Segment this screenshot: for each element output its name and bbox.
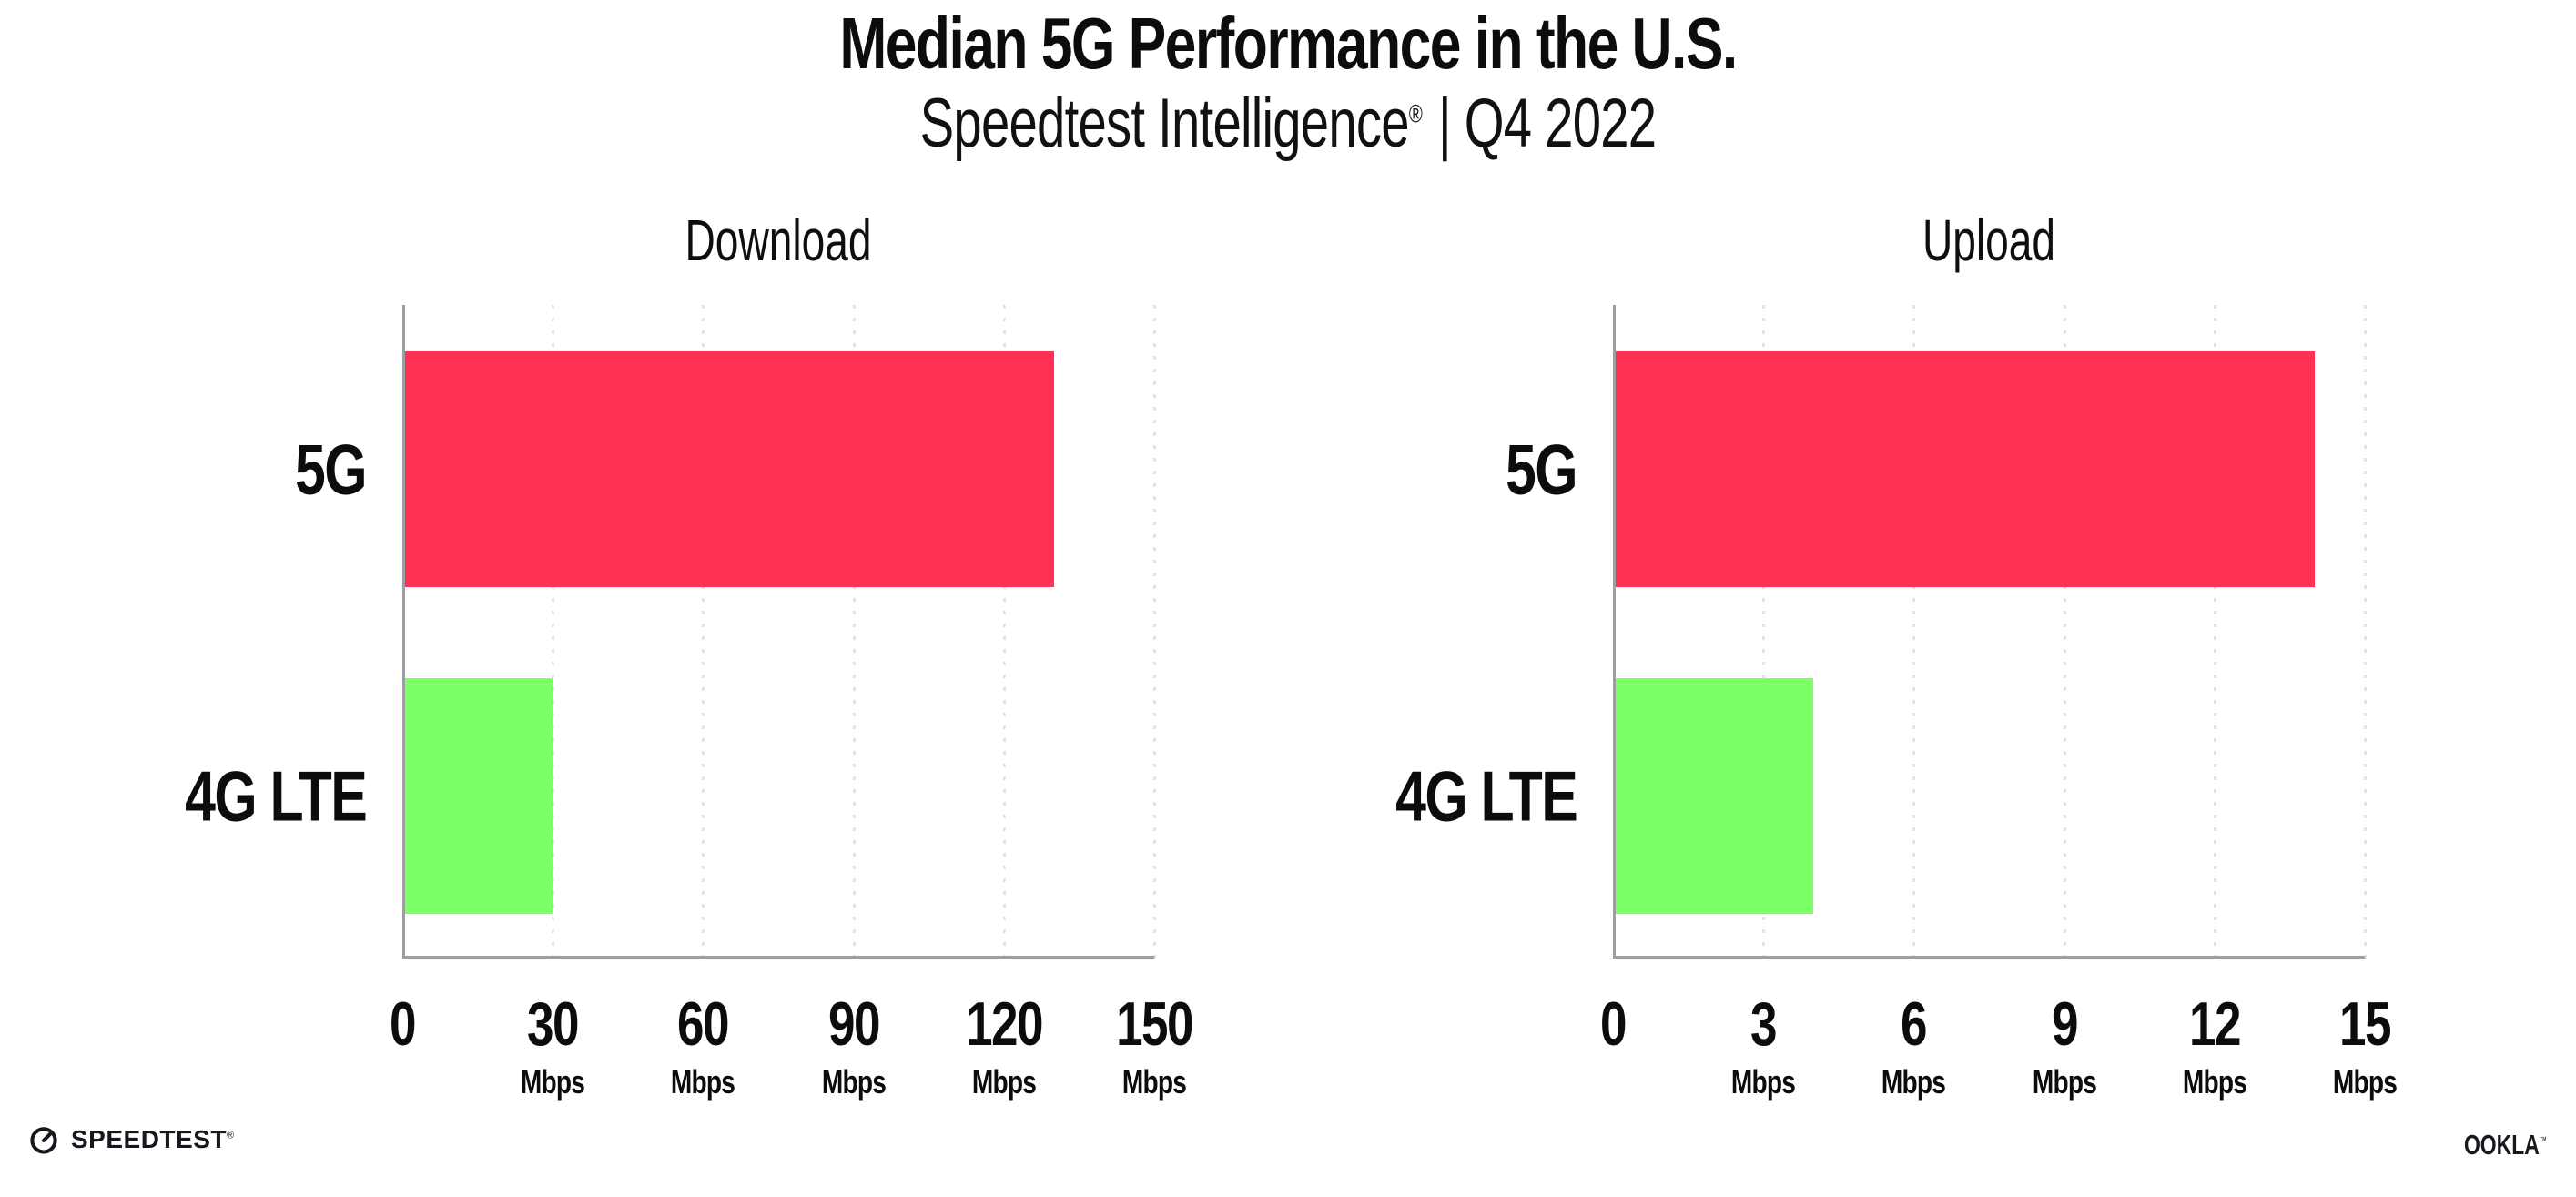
- x-tick-0: 0: [386, 959, 419, 1055]
- speedtest-gauge-icon: [30, 1127, 57, 1154]
- gridline-3: [1762, 305, 1766, 961]
- upload-chart-title: Upload: [1922, 208, 2056, 273]
- tick-unit: Mbps: [821, 1063, 886, 1101]
- gridline-60: [702, 305, 705, 961]
- x-tick-15: 15 Mbps: [2324, 959, 2406, 1099]
- tick-value: 150: [1116, 989, 1193, 1059]
- x-tick-60: 60 Mbps: [662, 959, 744, 1099]
- tick-value: 12: [2188, 989, 2241, 1059]
- subtitle-period: | Q4 2022: [1437, 85, 1657, 162]
- ookla-trademark-icon: ™: [2539, 1135, 2547, 1147]
- tick-unit: Mbps: [1731, 1063, 1796, 1101]
- tick-unit: Mbps: [2332, 1063, 2398, 1101]
- category-label-5g: 5G: [294, 429, 368, 510]
- gridline-30: [552, 305, 555, 961]
- download-chart: Download 0 30 Mbps 60 Mbps 90 Mbps 120 Mbps 150 Mb…: [185, 208, 1194, 1099]
- x-axis-ticks: 0 30 Mbps 60 Mbps 90 Mbps 120 Mbps 150 Mbps: [390, 959, 1193, 1122]
- registered-mark-icon: ®: [1408, 99, 1423, 128]
- bar-4g-lte-download: [405, 678, 553, 914]
- axes-frame: [1613, 305, 2365, 959]
- gridline-15: [2364, 305, 2367, 961]
- tick-unit: Mbps: [2032, 1063, 2096, 1101]
- x-tick-12: 12 Mbps: [2174, 959, 2256, 1099]
- axes-frame: [402, 305, 1154, 959]
- x-tick-90: 90 Mbps: [813, 959, 895, 1099]
- ookla-logo: OOKLA™: [2464, 1131, 2547, 1159]
- speedtest-logo: SPEEDTEST®: [27, 1123, 235, 1156]
- tick-unit: Mbps: [521, 1063, 585, 1101]
- gridline-90: [852, 305, 856, 961]
- tick-unit: Mbps: [671, 1063, 735, 1101]
- x-tick-150: 150 Mbps: [1105, 959, 1202, 1099]
- category-label-4g-lte: 4G LTE: [184, 756, 368, 837]
- tick-value: 0: [390, 989, 416, 1059]
- upload-chart: Upload 0 3 Mbps 6 Mbps 9 Mbps 12 Mbps 15 Mbps 5G 4G…: [1395, 208, 2398, 1099]
- tick-value: 15: [2339, 989, 2391, 1059]
- tick-value: 0: [1600, 989, 1627, 1059]
- page-title: Median 5G Performance in the U.S.: [839, 3, 1738, 84]
- speedtest-trademark-icon: ®: [226, 1130, 235, 1141]
- x-tick-0: 0: [1597, 959, 1629, 1055]
- tick-value: 120: [965, 989, 1043, 1059]
- category-label-4g-lte: 4G LTE: [1394, 756, 1578, 837]
- gridline-120: [1002, 305, 1006, 961]
- x-tick-6: 6 Mbps: [1872, 959, 1954, 1099]
- bar-5g-download: [405, 351, 1054, 587]
- tick-value: 60: [677, 989, 729, 1059]
- download-chart-title: Download: [685, 208, 872, 273]
- gridline-150: [1153, 305, 1156, 961]
- category-label-5g: 5G: [1505, 429, 1578, 510]
- subtitle-brand: Speedtest Intelligence: [919, 85, 1410, 162]
- tick-value: 90: [827, 989, 880, 1059]
- tick-value: 3: [1750, 989, 1778, 1059]
- tick-value: 30: [527, 989, 579, 1059]
- x-tick-3: 3 Mbps: [1722, 959, 1804, 1099]
- x-tick-120: 120 Mbps: [955, 959, 1052, 1099]
- page-subtitle: Speedtest Intelligence® | Q4 2022: [920, 84, 1657, 163]
- bar-5g-upload: [1616, 351, 2315, 587]
- gridline-12: [2213, 305, 2216, 961]
- tick-value: 9: [2051, 989, 2079, 1059]
- tick-unit: Mbps: [1881, 1063, 1946, 1101]
- x-tick-9: 9 Mbps: [2023, 959, 2105, 1099]
- bar-4g-lte-upload: [1616, 678, 1814, 914]
- gridline-6: [1912, 305, 1916, 961]
- x-axis-ticks: 0 3 Mbps 6 Mbps 9 Mbps 12 Mbps 15 Mbps: [1600, 959, 2398, 1122]
- tick-unit: Mbps: [2182, 1063, 2247, 1101]
- tick-value: 6: [1901, 989, 1928, 1059]
- ookla-wordmark: OOKLA: [2464, 1129, 2540, 1161]
- speedtest-logo-text: SPEEDTEST®: [71, 1127, 235, 1152]
- speedtest-wordmark: SPEEDTEST: [71, 1125, 227, 1153]
- tick-unit: Mbps: [971, 1063, 1037, 1101]
- x-tick-30: 30 Mbps: [512, 959, 593, 1099]
- tick-unit: Mbps: [1121, 1063, 1187, 1101]
- gridline-9: [2063, 305, 2066, 961]
